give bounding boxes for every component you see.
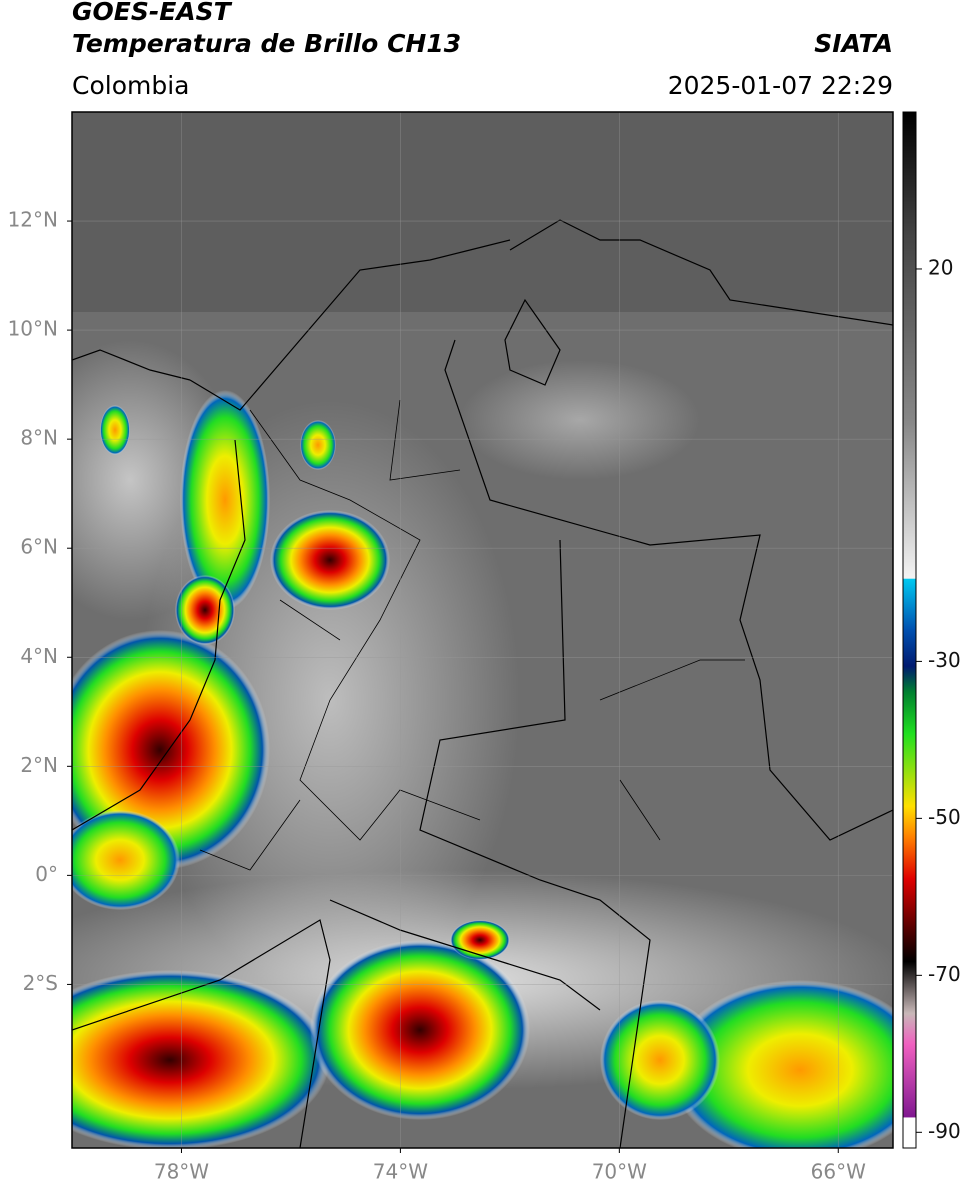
- colorbar-tick-label: -70: [928, 962, 961, 986]
- datetime: 2025-01-07 22:29: [668, 71, 893, 100]
- y-tick-label: 2°S: [23, 971, 58, 995]
- x-tick-label: 74°W: [373, 1160, 428, 1184]
- colorbar-tick-label: -50: [928, 805, 961, 829]
- map-frame: [71, 111, 894, 1149]
- y-tick-label: 2°N: [20, 753, 58, 777]
- x-tick-label: 78°W: [154, 1160, 209, 1184]
- y-tick-label: 10°N: [8, 317, 58, 341]
- colorbar: [902, 111, 917, 1149]
- y-tick-label: 0°: [35, 862, 58, 886]
- y-tick-label: 12°N: [8, 208, 58, 232]
- subtitle: Temperatura de Brillo CH13: [72, 29, 461, 58]
- colorbar-tick-label: -90: [928, 1119, 961, 1143]
- grid: [72, 112, 893, 1148]
- y-tick-label: 8°N: [20, 426, 58, 450]
- y-tick-label: 6°N: [20, 535, 58, 559]
- satellite-image: [72, 112, 893, 1148]
- title: GOES-EAST: [72, 0, 233, 26]
- region: Colombia: [72, 71, 189, 100]
- x-tick-label: 70°W: [592, 1160, 647, 1184]
- y-tick-label: 4°N: [20, 644, 58, 668]
- colorbar-tick-label: 20: [928, 255, 953, 279]
- colorbar-tick-label: -30: [928, 648, 961, 672]
- source: SIATA: [814, 29, 893, 58]
- x-tick-label: 66°W: [811, 1160, 866, 1184]
